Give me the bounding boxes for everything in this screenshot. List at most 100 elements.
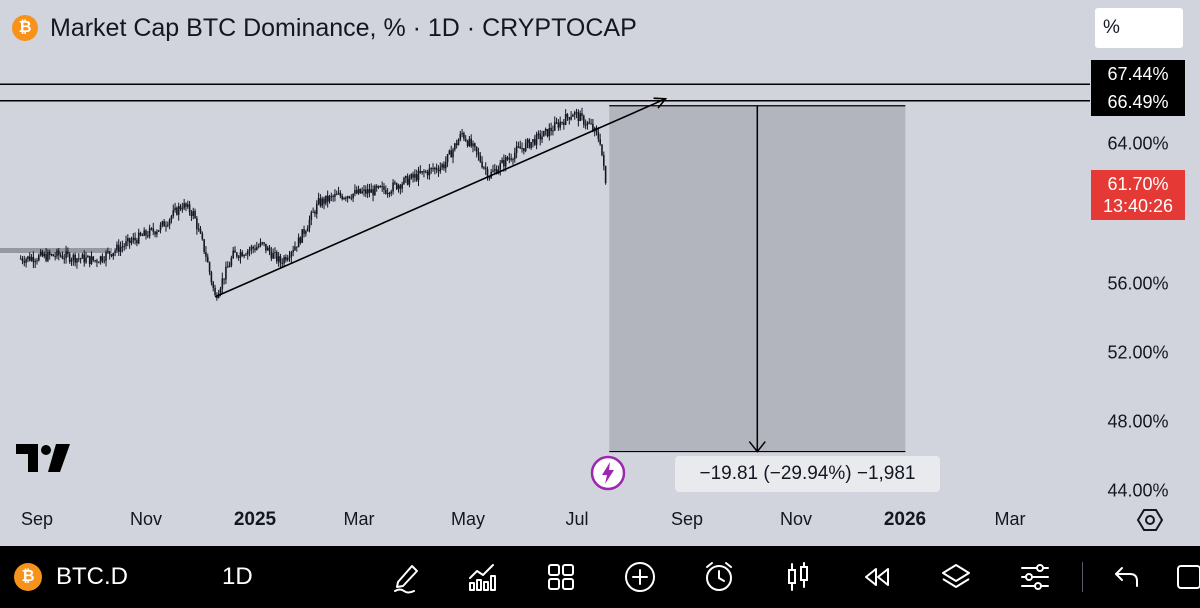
candle-body bbox=[415, 174, 418, 181]
candles-icon[interactable] bbox=[781, 560, 815, 594]
candle-body bbox=[308, 219, 311, 229]
candle-body bbox=[504, 157, 507, 167]
candle-body bbox=[285, 257, 287, 261]
candle-body bbox=[366, 189, 369, 194]
candle-body bbox=[539, 133, 542, 140]
more-icon[interactable] bbox=[1172, 560, 1200, 594]
candle-body bbox=[404, 176, 407, 178]
x-axis-label: Mar bbox=[343, 509, 375, 529]
candle-body bbox=[68, 253, 71, 262]
candle-body bbox=[570, 116, 572, 120]
candle-body bbox=[123, 246, 125, 248]
candle-body bbox=[219, 288, 222, 294]
candle-body bbox=[259, 242, 262, 247]
candle-body bbox=[403, 177, 405, 185]
candle-body bbox=[535, 134, 538, 145]
candle-body bbox=[557, 122, 560, 128]
candle-body bbox=[528, 139, 531, 148]
candle-body bbox=[548, 127, 551, 137]
candle-body bbox=[276, 252, 278, 262]
layers-icon[interactable] bbox=[939, 560, 973, 594]
candle-body bbox=[185, 203, 187, 207]
candle-body bbox=[377, 186, 380, 188]
candle-body bbox=[399, 185, 402, 189]
candle-body bbox=[595, 127, 598, 133]
candle-body bbox=[586, 122, 589, 125]
candle-body bbox=[107, 251, 109, 253]
candle-body bbox=[256, 247, 258, 250]
candle-body bbox=[599, 139, 601, 145]
add-circle-icon[interactable] bbox=[623, 560, 657, 594]
candle-body bbox=[428, 168, 431, 176]
candle-body bbox=[295, 246, 298, 248]
candle-body bbox=[63, 258, 66, 260]
volume-profile-bar bbox=[0, 247, 112, 253]
symbol-selector[interactable]: ₿ BTC.D bbox=[14, 546, 128, 608]
candle-body bbox=[65, 251, 67, 259]
pencil-drawing-icon[interactable] bbox=[390, 560, 424, 594]
candle-body bbox=[315, 203, 318, 214]
btc-logo-icon: ₿ bbox=[12, 15, 38, 41]
candle-body bbox=[372, 189, 374, 196]
candle-body bbox=[410, 174, 413, 179]
candle-body bbox=[417, 170, 420, 181]
candle-body bbox=[330, 196, 333, 198]
candle-body bbox=[312, 211, 314, 213]
candle-body bbox=[510, 158, 512, 160]
undo-icon[interactable] bbox=[1110, 560, 1144, 594]
candle-body bbox=[314, 211, 316, 214]
axis-settings-icon[interactable] bbox=[1136, 506, 1164, 539]
candle-body bbox=[357, 188, 360, 194]
candle-body bbox=[492, 170, 494, 173]
candle-body bbox=[604, 166, 607, 184]
candle-body bbox=[114, 250, 116, 253]
flash-alert-icon[interactable] bbox=[590, 455, 626, 496]
tradingview-logo-icon[interactable] bbox=[16, 442, 72, 479]
candle-body bbox=[346, 196, 349, 199]
replay-rewind-icon[interactable] bbox=[860, 560, 894, 594]
candle-body bbox=[119, 247, 122, 252]
candle-body bbox=[237, 256, 240, 258]
candle-body bbox=[332, 196, 334, 198]
candle-body bbox=[45, 253, 47, 261]
grid-layout-icon[interactable] bbox=[544, 560, 578, 594]
candle-body bbox=[575, 112, 578, 114]
candle-body bbox=[495, 169, 498, 174]
candle-body bbox=[108, 251, 111, 255]
candle-body bbox=[499, 163, 502, 170]
candle-body bbox=[323, 198, 325, 204]
interval-selector[interactable]: 1D bbox=[222, 563, 253, 590]
candle-body bbox=[270, 251, 273, 259]
candle-body bbox=[301, 229, 304, 243]
candle-body bbox=[190, 212, 193, 216]
candle-body bbox=[52, 254, 55, 257]
candle-body bbox=[74, 254, 76, 263]
candle-body bbox=[299, 237, 302, 243]
candle-body bbox=[481, 161, 483, 168]
candle-body bbox=[555, 122, 558, 124]
chart-title: Market Cap BTC Dominance, % · 1D · CRYPT… bbox=[50, 13, 637, 42]
candle-body bbox=[441, 164, 443, 168]
candle-body bbox=[474, 143, 476, 147]
candle-body bbox=[579, 113, 581, 122]
candle-body bbox=[19, 258, 22, 260]
candle-body bbox=[286, 258, 289, 261]
current-price-tag: 61.70% 13:40:26 bbox=[1091, 170, 1185, 220]
candle-body bbox=[581, 113, 583, 116]
candle-body bbox=[448, 150, 451, 155]
settings-sliders-icon[interactable] bbox=[1018, 560, 1052, 594]
candle-body bbox=[170, 216, 173, 220]
candle-body bbox=[248, 249, 251, 251]
candle-body bbox=[306, 228, 309, 232]
indicators-chart-icon[interactable] bbox=[465, 560, 499, 594]
candle-body bbox=[355, 190, 358, 194]
chart-plot[interactable] bbox=[0, 0, 1200, 546]
x-axis-label: Mar bbox=[994, 509, 1026, 529]
candle-body bbox=[359, 188, 362, 194]
alarm-clock-icon[interactable] bbox=[702, 560, 736, 594]
unit-selector[interactable]: % bbox=[1095, 8, 1183, 48]
candle-body bbox=[334, 194, 336, 197]
candle-body bbox=[254, 248, 256, 250]
candle-body bbox=[94, 260, 96, 262]
candle-body bbox=[350, 197, 353, 199]
